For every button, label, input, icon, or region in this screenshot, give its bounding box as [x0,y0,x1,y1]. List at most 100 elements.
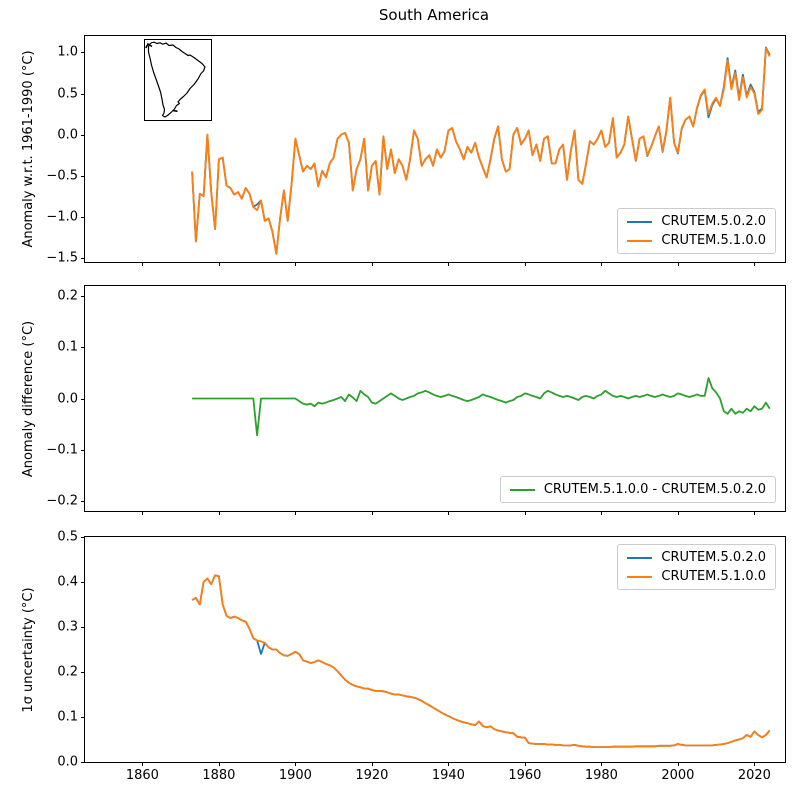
x-axis-tick [142,262,144,266]
x-axis-tick-label: 1860 [125,768,159,783]
legend-line-swatch-icon [627,575,653,578]
y-axis-tick [81,627,85,628]
x-axis-tick-label: 2020 [737,768,771,783]
y-axis-tick-label: −1.0 [46,209,78,225]
y-axis-tick [81,398,85,400]
anomaly-difference-axes: Anomaly difference (°C) 0.2 0.1 0.0 −0.1 −0.… [21,285,786,515]
y-axis-tick-label: 0.1 [57,709,78,725]
x-axis-tick-label: 1920 [355,768,389,783]
falkland-islands-mark [172,109,178,113]
y-axis-tick-label: −0.2 [46,493,78,509]
x-axis-tick-label: 1960 [508,768,542,783]
x-axis-tick [218,511,220,515]
y-axis-tick-label: 0.2 [57,288,78,304]
legend: CRUTEM.5.0.2.0 CRUTEM.5.1.0.0 [617,208,776,254]
legend-entry-label: CRUTEM.5.1.0.0 - CRUTEM.5.0.2.0 [543,482,766,497]
legend-line-swatch-icon [627,556,653,559]
x-axis-tick-label: 1980 [584,768,618,783]
south-america-inset-map-icon [144,39,212,121]
x-axis-tick [371,511,373,515]
y-axis-tick [81,672,85,673]
anomaly-difference-plot-area [192,377,771,437]
x-axis-tick-label: 1900 [278,768,312,783]
legend-entry-label: CRUTEM.5.0.2.0 [661,214,766,229]
x-axis-tick [677,262,679,266]
x-axis-tick-label: 1880 [202,768,236,783]
y-axis-tick-label: −1.5 [46,250,78,266]
y-axis-tick-label: 0.0 [57,127,78,143]
x-axis-tick [371,262,373,266]
x-axis-tick [754,262,756,266]
x-axis-tick [601,511,603,515]
y-axis-tick-label: 0.1 [57,339,78,355]
x-axis-tick [448,262,450,266]
legend: CRUTEM.5.0.2.0 CRUTEM.5.1.0.0 [617,544,776,590]
x-axis-tick [295,511,297,515]
y-axis-tick [81,52,85,54]
y-axis-tick-label: 0.0 [57,754,78,770]
x-axis-tick [524,262,526,266]
uncertainty-plot-area [191,574,771,749]
series-line-anomaly-crutem-5-1-0-0 [191,47,771,255]
y-axis-tick-label: 0.0 [57,391,78,406]
y-axis-tick [81,175,85,177]
y-axis-tick [81,134,85,136]
x-axis-tick [601,262,603,266]
anomaly-axes: Anomaly w.r.t. 1961-1990 (°C) 1.0 0.5 0.0 −… [21,35,786,266]
y-axis-tick-label: 0.4 [57,574,78,590]
x-axis-tick [142,762,144,766]
x-axis-tick [448,511,450,515]
difference-y-axis-label: Anomaly difference (°C) [21,320,36,477]
y-axis-tick [81,257,85,259]
legend: CRUTEM.5.1.0.0 - CRUTEM.5.0.2.0 [499,476,776,503]
x-axis-tick [601,762,603,766]
legend-line-swatch-icon [627,220,653,223]
y-axis-tick [81,449,85,451]
x-axis-tick [142,511,144,515]
y-axis-tick-label: 0.2 [57,664,78,680]
x-axis-tick-label: 2000 [661,768,695,783]
x-axis-tick [218,762,220,766]
y-axis-tick [81,500,85,502]
y-axis-tick [81,717,85,718]
x-axis-tick [448,762,450,766]
legend-entry-label: CRUTEM.5.1.0.0 [661,569,766,584]
legend-entry: CRUTEM.5.0.2.0 [627,550,766,565]
x-axis-tick [295,262,297,266]
legend-entry-label: CRUTEM.5.1.0.0 [661,233,766,248]
legend-line-swatch-icon [627,239,653,242]
figure-title: South America [378,6,490,24]
legend-entry: CRUTEM.5.1.0.0 [627,233,766,248]
y-axis-tick-label: −0.5 [46,168,78,184]
x-axis-tick [218,262,220,266]
series-line-difference-5-1-minus-5-0-2 [192,377,771,437]
x-axis-tick [295,762,297,766]
y-axis-tick-label: 0.5 [57,86,78,102]
x-axis-tick-label: 1940 [431,768,465,783]
uncertainty-axes: 1σ uncertainty (°C) 1860 1880 1900 1920 1940… [21,530,786,783]
x-axis-tick [524,762,526,766]
legend-entry: CRUTEM.5.1.0.0 [627,569,766,584]
y-axis-tick-label: −0.1 [46,442,78,458]
y-axis-tick [81,93,85,95]
x-axis-tick [677,762,679,766]
anomaly-y-axis-label: Anomaly w.r.t. 1961-1990 (°C) [21,50,36,248]
y-axis-tick-label: 1.0 [57,44,78,60]
y-axis-tick [81,347,85,349]
south-america-outline [147,41,206,118]
y-axis-tick-label: 0.3 [57,619,78,635]
y-axis-tick-label: 0.5 [57,529,78,545]
panama-coast-mark [145,42,153,49]
series-line-uncertainty-crutem-5-1-0-0 [191,574,771,749]
y-axis-tick [81,762,85,763]
x-axis-tick [754,762,756,766]
y-axis-tick [81,582,85,583]
x-axis-tick [754,511,756,515]
uncertainty-y-axis-label: 1σ uncertainty (°C) [21,586,36,713]
legend-line-swatch-icon [509,488,535,491]
legend-entry: CRUTEM.5.0.2.0 [627,214,766,229]
y-axis-tick [81,296,85,298]
x-axis-tick [371,762,373,766]
y-axis-tick [81,216,85,218]
